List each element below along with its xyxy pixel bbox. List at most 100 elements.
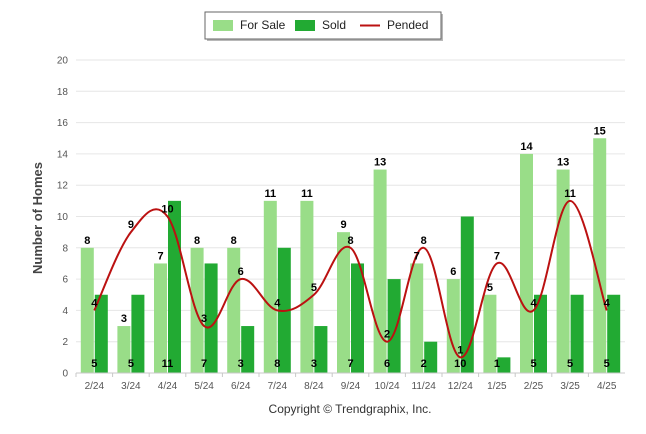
for-sale-value-label: 7 [414,250,420,262]
sold-value-label: 6 [384,358,390,370]
for-sale-value-label: 14 [520,141,533,153]
sold-bar[interactable] [241,326,255,373]
sold-bar[interactable] [570,294,584,373]
bars [80,138,621,374]
for-sale-bar[interactable] [446,279,460,373]
x-tick-label: 9/24 [341,381,361,392]
for-sale-bar[interactable] [80,247,94,373]
x-tick-label: 2/24 [85,381,105,392]
pended-value-label: 1 [457,344,463,356]
x-tick-label: 11/24 [412,381,437,392]
for-sale-bar[interactable] [483,294,497,373]
sold-value-label: 2 [421,358,427,370]
sold-value-label: 10 [454,358,466,370]
for-sale-value-label: 3 [121,313,127,325]
for-sale-value-label: 5 [487,282,493,294]
for-sale-bar[interactable] [593,138,607,373]
y-tick-label: 8 [62,243,68,254]
sold-value-label: 11 [162,358,174,370]
sold-value-label: 5 [604,358,610,370]
for-sale-bar[interactable] [263,200,277,373]
x-tick-label: 4/24 [158,381,178,392]
pended-value-label: 9 [128,219,134,231]
x-tick-label: 10/24 [375,381,400,392]
sold-bar[interactable] [387,279,401,373]
y-axis-title: Number of Homes [30,162,45,274]
pended-value-label: 3 [201,313,207,325]
for-sale-bar[interactable] [410,263,424,373]
for-sale-bar[interactable] [300,200,314,373]
legend[interactable]: For Sale Sold Pended [204,11,443,41]
for-sale-legend-swatch[interactable] [213,20,233,31]
pended-value-label: 4 [604,297,611,309]
for-sale-value-label: 8 [231,235,237,247]
for-sale-bar[interactable] [520,153,533,373]
pended-legend-label[interactable]: Pended [387,18,428,32]
pended-value-label: 7 [494,250,500,262]
sold-bar[interactable] [131,294,145,373]
for-sale-value-label: 13 [557,157,569,169]
for-sale-value-label: 13 [374,157,386,169]
sold-value-label: 7 [347,358,353,370]
copyright-text: Copyright © Trendgraphix, Inc. [269,402,432,416]
y-tick-label: 2 [62,337,68,348]
y-tick-label: 6 [62,275,68,286]
sold-bar[interactable] [607,294,621,373]
y-tick-label: 0 [62,369,68,380]
x-tick-label: 6/24 [231,381,251,392]
pended-value-label: 4 [91,297,98,309]
pended-value-label: 5 [311,282,317,294]
sold-value-label: 5 [530,358,536,370]
sold-legend-swatch[interactable] [295,20,315,31]
y-tick-label: 4 [62,306,68,317]
x-tick-label: 2/25 [524,381,544,392]
sold-value-label: 5 [91,358,97,370]
for-sale-bar[interactable] [117,326,131,373]
for-sale-bar[interactable] [227,247,241,373]
for-sale-value-label: 7 [157,250,163,262]
for-sale-bar[interactable] [373,169,387,373]
sold-bar[interactable] [314,326,328,373]
for-sale-value-label: 8 [194,235,200,247]
x-tick-label: 12/24 [448,381,473,392]
for-sale-bar[interactable] [556,169,570,373]
y-tick-label: 14 [57,149,69,160]
for-sale-value-label: 11 [301,188,313,200]
for-sale-bar[interactable] [154,263,167,373]
y-tick-label: 18 [57,87,69,98]
sold-value-label: 3 [311,358,317,370]
for-sale-value-label: 6 [450,266,456,278]
y-tick-label: 12 [57,181,69,192]
sold-bar[interactable] [424,341,438,373]
data-labels: 8535711878311811397136726105114513515549… [84,125,610,370]
sold-bar[interactable] [351,263,364,373]
sold-bar[interactable] [460,216,474,374]
sold-bar[interactable] [94,294,108,373]
pended-value-label: 8 [347,235,353,247]
x-tick-label: 3/25 [560,381,580,392]
sold-bar[interactable] [168,200,181,373]
y-tick-label: 16 [57,118,69,129]
sold-legend-label[interactable]: Sold [322,18,346,32]
sold-bar[interactable] [204,263,218,373]
x-tick-label: 3/24 [121,381,141,392]
sold-value-label: 5 [567,358,573,370]
x-tick-label: 8/24 [304,381,324,392]
sold-bar[interactable] [497,357,511,373]
pended-value-label: 11 [564,188,576,200]
y-tick-label: 10 [57,212,69,223]
for-sale-bar[interactable] [337,232,350,373]
for-sale-bar[interactable] [190,247,204,373]
sold-bar[interactable] [534,294,547,373]
for-sale-legend-label[interactable]: For Sale [240,18,286,32]
for-sale-value-label: 15 [594,125,606,137]
pended-value-label: 4 [530,297,537,309]
pended-value-label: 6 [238,266,244,278]
pended-line[interactable] [93,199,608,359]
pended-line-layer [93,199,608,359]
sold-value-label: 7 [201,358,207,370]
x-tick-label: 1/25 [487,381,507,392]
pended-value-label: 2 [384,329,390,341]
